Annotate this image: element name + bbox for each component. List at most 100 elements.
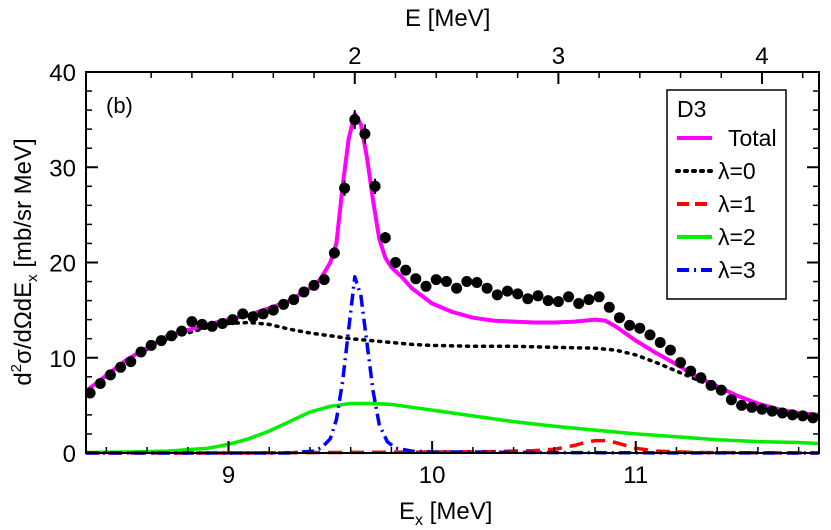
- data-point: [552, 296, 564, 308]
- data-point: [593, 291, 605, 303]
- x-tick-label: 10: [419, 462, 446, 489]
- data-point: [216, 318, 228, 329]
- data-point: [634, 322, 646, 334]
- data-point: [379, 232, 391, 244]
- data-point: [563, 291, 575, 303]
- data-point: [644, 329, 656, 341]
- data-point: [278, 298, 289, 310]
- legend: D3 Total λ=0 λ=1 λ=2 λ=3: [666, 89, 787, 300]
- x-axis-title-sub: x: [415, 512, 423, 529]
- legend-label-lambda0: λ=0: [718, 158, 756, 184]
- y-tick-label: 40: [49, 60, 76, 87]
- data-point: [288, 294, 300, 306]
- x-axis-title-unit: [MeV]: [423, 498, 492, 525]
- data-point: [583, 294, 595, 306]
- data-point: [624, 319, 636, 331]
- data-point: [512, 288, 524, 300]
- data-point: [308, 279, 320, 291]
- data-point: [339, 182, 351, 194]
- data-point: [135, 346, 147, 358]
- data-point: [461, 276, 473, 287]
- data-point: [104, 369, 116, 381]
- data-point: [267, 304, 279, 316]
- data-point: [695, 372, 707, 384]
- data-point: [502, 285, 513, 297]
- y-axis-title: d2σ/dΩdEx [mb/sr MeV]: [8, 138, 41, 385]
- series-line-lambda0: [86, 320, 819, 419]
- data-point: [166, 330, 177, 342]
- data-point: [430, 274, 442, 286]
- data-point: [756, 403, 768, 415]
- data-point: [807, 412, 819, 424]
- data-point: [318, 274, 330, 286]
- data-point: [746, 401, 758, 413]
- data-point: [532, 290, 544, 302]
- top-axis-title: E [MeV]: [405, 5, 490, 32]
- data-point: [349, 114, 361, 126]
- data-point: [237, 308, 249, 320]
- legend-label-lambda2: λ=2: [718, 224, 756, 250]
- data-point: [481, 282, 493, 294]
- data-point: [196, 318, 208, 330]
- top-tick-label: 4: [755, 43, 768, 70]
- data-point: [440, 276, 452, 287]
- y-tick-label: 0: [63, 441, 76, 468]
- data-points-layer: [86, 110, 819, 424]
- y-axis-title-pre: d: [10, 372, 37, 385]
- data-point: [369, 180, 381, 192]
- data-point: [145, 339, 157, 351]
- legend-label-lambda3: λ=3: [718, 257, 756, 283]
- data-point: [542, 295, 554, 307]
- data-point: [725, 394, 737, 406]
- data-point: [410, 273, 422, 285]
- x-tick-label: 11: [623, 462, 648, 489]
- x-axis-title-main: E: [399, 498, 415, 525]
- data-point: [614, 312, 625, 324]
- data-point: [776, 407, 788, 419]
- y-axis-title-mid: σ/dΩdE: [10, 282, 37, 364]
- data-point: [685, 365, 697, 377]
- data-point: [176, 325, 188, 337]
- data-point: [400, 264, 412, 276]
- y-tick-label: 20: [49, 251, 76, 278]
- data-point: [705, 379, 717, 391]
- data-point: [420, 280, 432, 292]
- x-tick-label: 9: [222, 462, 235, 489]
- data-point: [206, 320, 218, 332]
- y-tick-label: 30: [49, 155, 76, 182]
- data-point: [715, 384, 727, 396]
- data-point: [675, 357, 686, 368]
- legend-label-total: Total: [728, 125, 777, 151]
- y-tick-label: 10: [49, 346, 76, 373]
- data-point: [787, 409, 798, 421]
- data-point: [94, 378, 106, 389]
- data-point: [115, 361, 127, 373]
- data-point: [390, 257, 401, 268]
- panel-label: (b): [106, 93, 133, 118]
- data-point: [766, 405, 778, 417]
- y-axis-title-unit: [mb/sr MeV]: [10, 138, 37, 274]
- data-point: [247, 311, 259, 323]
- data-point: [573, 298, 585, 309]
- data-point: [125, 356, 137, 368]
- data-point: [257, 308, 269, 320]
- legend-entries: Total λ=0 λ=1 λ=2 λ=3: [675, 125, 777, 283]
- top-tick-label: 2: [348, 43, 361, 70]
- data-point: [736, 399, 748, 411]
- legend-label-lambda1: λ=1: [718, 191, 756, 217]
- top-tick-label: 3: [552, 43, 565, 70]
- y-axis-title-sup: 2: [8, 364, 25, 372]
- data-point: [471, 277, 483, 288]
- data-point: [186, 316, 198, 328]
- legend-title: D3: [677, 96, 706, 122]
- x-axis-title: Ex [MeV]: [399, 498, 492, 529]
- data-point: [298, 286, 310, 298]
- data-point: [603, 301, 615, 313]
- data-point: [654, 337, 666, 348]
- data-point: [328, 247, 340, 259]
- data-point: [451, 282, 463, 294]
- data-point: [227, 314, 239, 326]
- ticks-layer: 9 10 11 0 10 20 30 40 2 3 4: [49, 43, 819, 489]
- data-point: [797, 410, 809, 422]
- data-point: [155, 335, 167, 347]
